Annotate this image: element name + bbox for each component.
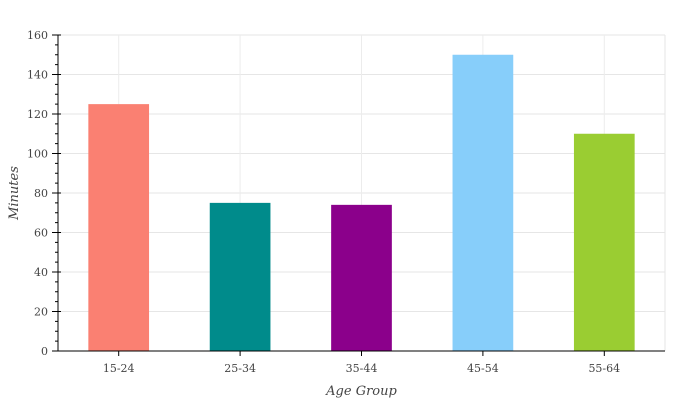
bar-55-64 [573, 133, 635, 351]
axes-layer [52, 34, 665, 356]
y-tick-label: 40 [34, 266, 48, 279]
x-tick-label: 15-24 [103, 362, 135, 375]
x-axis-title: Age Group [325, 384, 397, 399]
x-tick-label: 25-34 [224, 362, 256, 375]
y-tick-label: 60 [34, 227, 48, 240]
x-tick-label: 45-54 [467, 362, 499, 375]
y-tick-label: 80 [34, 187, 48, 200]
y-tick-label: 20 [34, 306, 48, 319]
y-tick-label: 120 [27, 108, 48, 121]
x-tick-label: 55-64 [588, 362, 620, 375]
y-axis-title: Minutes [7, 166, 22, 221]
bar-35-44 [331, 204, 392, 351]
y-tick-label: 100 [27, 148, 48, 161]
y-tick-label: 140 [27, 69, 48, 82]
bar-15-24 [88, 104, 150, 351]
bar-45-54 [452, 54, 514, 351]
y-tick-label: 0 [41, 345, 48, 358]
y-tick-label: 160 [27, 29, 48, 42]
labels-layer: 0 20 40 60 80 100 120 140 160 15-24 25-34 35-44 45-5… [27, 29, 620, 375]
x-tick-label: 35-44 [346, 362, 378, 375]
bars-layer [88, 54, 635, 351]
bar-25-34 [209, 202, 271, 351]
